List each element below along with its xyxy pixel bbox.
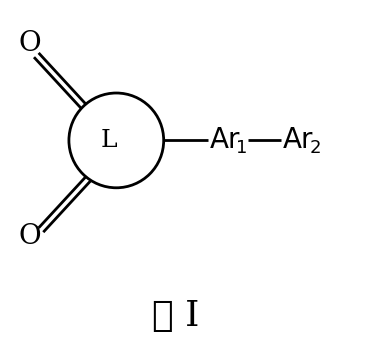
Text: O: O [19,224,42,250]
Text: Ar: Ar [209,126,240,154]
Text: Ar: Ar [283,126,314,154]
Text: 2: 2 [310,139,321,157]
Text: 1: 1 [236,139,247,157]
Text: 式 I: 式 I [152,299,200,333]
Text: O: O [19,31,42,57]
Text: L: L [100,129,117,152]
